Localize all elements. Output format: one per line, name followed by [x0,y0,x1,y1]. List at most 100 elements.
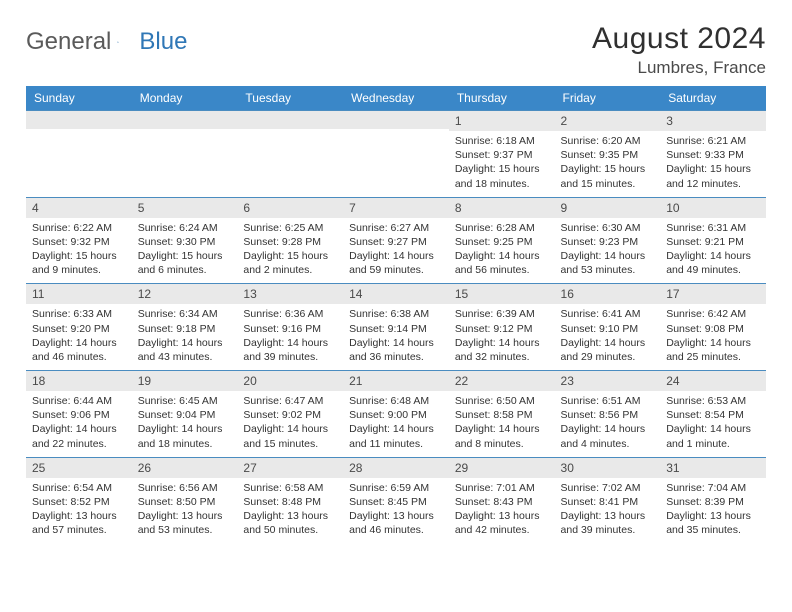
calendar-cell: 28Sunrise: 6:59 AMSunset: 8:45 PMDayligh… [343,457,449,543]
calendar-cell: 27Sunrise: 6:58 AMSunset: 8:48 PMDayligh… [237,457,343,543]
day-detail-line: Daylight: 14 hours and 49 minutes. [666,249,760,277]
day-detail-line: Sunset: 9:35 PM [561,148,655,162]
day-details: Sunrise: 6:47 AMSunset: 9:02 PMDaylight:… [237,391,343,457]
day-detail-line: Sunset: 9:16 PM [243,322,337,336]
day-details: Sunrise: 6:38 AMSunset: 9:14 PMDaylight:… [343,304,449,370]
calendar-cell [343,111,449,198]
day-details: Sunrise: 6:56 AMSunset: 8:50 PMDaylight:… [132,478,238,544]
day-number: 20 [237,371,343,391]
day-detail-line: Sunrise: 6:44 AM [32,394,126,408]
day-detail-line: Daylight: 14 hours and 39 minutes. [243,336,337,364]
day-detail-line: Daylight: 14 hours and 22 minutes. [32,422,126,450]
month-title: August 2024 [592,22,766,56]
day-detail-line: Sunrise: 6:47 AM [243,394,337,408]
day-detail-line: Sunset: 8:41 PM [561,495,655,509]
day-details: Sunrise: 6:39 AMSunset: 9:12 PMDaylight:… [449,304,555,370]
location: Lumbres, France [592,58,766,78]
day-number: 7 [343,198,449,218]
day-detail-line: Daylight: 14 hours and 8 minutes. [455,422,549,450]
day-detail-line: Sunrise: 6:22 AM [32,221,126,235]
day-details: Sunrise: 6:34 AMSunset: 9:18 PMDaylight:… [132,304,238,370]
calendar-cell: 3Sunrise: 6:21 AMSunset: 9:33 PMDaylight… [660,111,766,198]
day-number: 17 [660,284,766,304]
day-detail-line: Daylight: 14 hours and 46 minutes. [32,336,126,364]
calendar-cell: 16Sunrise: 6:41 AMSunset: 9:10 PMDayligh… [555,284,661,371]
day-detail-line: Sunset: 9:30 PM [138,235,232,249]
calendar-cell: 29Sunrise: 7:01 AMSunset: 8:43 PMDayligh… [449,457,555,543]
calendar-cell: 9Sunrise: 6:30 AMSunset: 9:23 PMDaylight… [555,197,661,284]
day-detail-line: Sunset: 8:54 PM [666,408,760,422]
day-detail-line: Sunrise: 6:58 AM [243,481,337,495]
day-header: Tuesday [237,86,343,111]
day-detail-line: Sunset: 8:48 PM [243,495,337,509]
day-detail-line: Daylight: 14 hours and 32 minutes. [455,336,549,364]
day-number [237,111,343,129]
calendar-cell: 7Sunrise: 6:27 AMSunset: 9:27 PMDaylight… [343,197,449,284]
calendar-cell: 10Sunrise: 6:31 AMSunset: 9:21 PMDayligh… [660,197,766,284]
day-detail-line: Sunrise: 6:27 AM [349,221,443,235]
day-details [26,129,132,191]
calendar-cell [26,111,132,198]
day-detail-line: Daylight: 15 hours and 18 minutes. [455,162,549,190]
day-number: 24 [660,371,766,391]
logo-text-blue: Blue [139,28,187,56]
day-header: Sunday [26,86,132,111]
day-detail-line: Daylight: 14 hours and 53 minutes. [561,249,655,277]
day-detail-line: Daylight: 15 hours and 12 minutes. [666,162,760,190]
day-detail-line: Daylight: 14 hours and 36 minutes. [349,336,443,364]
day-number: 3 [660,111,766,131]
day-details: Sunrise: 6:44 AMSunset: 9:06 PMDaylight:… [26,391,132,457]
day-details: Sunrise: 6:50 AMSunset: 8:58 PMDaylight:… [449,391,555,457]
day-detail-line: Sunrise: 6:48 AM [349,394,443,408]
day-detail-line: Sunset: 9:04 PM [138,408,232,422]
day-detail-line: Sunset: 9:14 PM [349,322,443,336]
day-number: 23 [555,371,661,391]
calendar-week-row: 4Sunrise: 6:22 AMSunset: 9:32 PMDaylight… [26,197,766,284]
day-detail-line: Sunrise: 6:38 AM [349,307,443,321]
day-number: 16 [555,284,661,304]
day-number: 21 [343,371,449,391]
day-detail-line: Daylight: 13 hours and 46 minutes. [349,509,443,537]
calendar-cell: 30Sunrise: 7:02 AMSunset: 8:41 PMDayligh… [555,457,661,543]
day-detail-line: Sunset: 9:00 PM [349,408,443,422]
day-detail-line: Sunset: 9:27 PM [349,235,443,249]
day-detail-line: Sunrise: 6:39 AM [455,307,549,321]
calendar-cell: 20Sunrise: 6:47 AMSunset: 9:02 PMDayligh… [237,371,343,458]
day-header: Thursday [449,86,555,111]
calendar-cell: 4Sunrise: 6:22 AMSunset: 9:32 PMDaylight… [26,197,132,284]
day-details: Sunrise: 6:25 AMSunset: 9:28 PMDaylight:… [237,218,343,284]
day-number: 10 [660,198,766,218]
calendar-cell: 25Sunrise: 6:54 AMSunset: 8:52 PMDayligh… [26,457,132,543]
calendar-cell: 2Sunrise: 6:20 AMSunset: 9:35 PMDaylight… [555,111,661,198]
day-details: Sunrise: 6:22 AMSunset: 9:32 PMDaylight:… [26,218,132,284]
day-details: Sunrise: 6:42 AMSunset: 9:08 PMDaylight:… [660,304,766,370]
day-details: Sunrise: 6:21 AMSunset: 9:33 PMDaylight:… [660,131,766,197]
day-details [237,129,343,191]
calendar-header-row: SundayMondayTuesdayWednesdayThursdayFrid… [26,86,766,111]
day-number: 6 [237,198,343,218]
day-number: 29 [449,458,555,478]
day-details: Sunrise: 6:20 AMSunset: 9:35 PMDaylight:… [555,131,661,197]
day-details: Sunrise: 6:30 AMSunset: 9:23 PMDaylight:… [555,218,661,284]
day-number: 13 [237,284,343,304]
day-detail-line: Daylight: 14 hours and 15 minutes. [243,422,337,450]
day-number: 19 [132,371,238,391]
day-header: Friday [555,86,661,111]
day-detail-line: Daylight: 14 hours and 18 minutes. [138,422,232,450]
day-details: Sunrise: 7:02 AMSunset: 8:41 PMDaylight:… [555,478,661,544]
day-detail-line: Daylight: 15 hours and 2 minutes. [243,249,337,277]
day-detail-line: Daylight: 15 hours and 15 minutes. [561,162,655,190]
day-detail-line: Daylight: 13 hours and 42 minutes. [455,509,549,537]
day-number: 12 [132,284,238,304]
calendar-week-row: 11Sunrise: 6:33 AMSunset: 9:20 PMDayligh… [26,284,766,371]
day-detail-line: Sunrise: 6:59 AM [349,481,443,495]
day-detail-line: Daylight: 14 hours and 29 minutes. [561,336,655,364]
day-detail-line: Daylight: 14 hours and 11 minutes. [349,422,443,450]
day-detail-line: Sunset: 8:43 PM [455,495,549,509]
calendar-cell [237,111,343,198]
calendar-week-row: 1Sunrise: 6:18 AMSunset: 9:37 PMDaylight… [26,111,766,198]
day-number: 4 [26,198,132,218]
day-number: 30 [555,458,661,478]
day-detail-line: Sunrise: 6:28 AM [455,221,549,235]
day-detail-line: Sunset: 9:12 PM [455,322,549,336]
